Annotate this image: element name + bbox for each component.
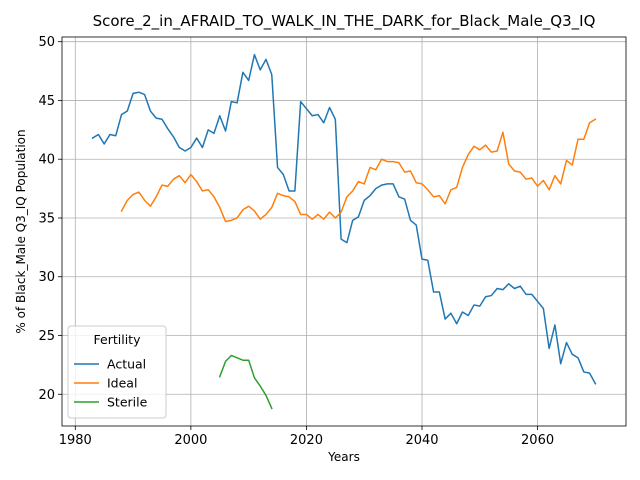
y-tick-label: 25 bbox=[38, 329, 55, 344]
plot-frame bbox=[61, 36, 627, 427]
y-axis-ticks: 20 25 30 35 40 45 50 bbox=[38, 35, 62, 403]
y-tick-label: 35 bbox=[38, 211, 55, 226]
series-lines bbox=[91, 53, 597, 410]
series-line-actual bbox=[91, 53, 597, 385]
series-line-sterile bbox=[218, 354, 273, 410]
legend-title: Fertility bbox=[94, 332, 142, 347]
y-axis-label: % of Black_Male Q3_IQ Population bbox=[14, 129, 28, 333]
x-tick-label: 1980 bbox=[59, 433, 92, 448]
legend-label-sterile: Sterile bbox=[107, 395, 148, 410]
legend-label-ideal: Ideal bbox=[107, 376, 137, 391]
grid-lines bbox=[62, 37, 626, 426]
y-tick-label: 50 bbox=[38, 35, 55, 50]
x-axis-ticks: 1980 2000 2020 2040 2060 bbox=[59, 426, 554, 448]
series-line-ideal bbox=[120, 118, 597, 223]
y-tick-label: 45 bbox=[38, 94, 55, 109]
chart-title: Score_2_in_AFRAID_TO_WALK_IN_THE_DARK_fo… bbox=[93, 12, 596, 31]
legend: Fertility Actual Ideal Sterile bbox=[67, 325, 167, 419]
y-tick-label: 30 bbox=[38, 270, 55, 285]
x-tick-label: 2000 bbox=[174, 433, 207, 448]
legend-label-actual: Actual bbox=[107, 357, 146, 372]
x-axis-label: Years bbox=[327, 450, 360, 464]
x-tick-label: 2060 bbox=[521, 433, 554, 448]
y-tick-label: 40 bbox=[38, 153, 55, 168]
x-tick-label: 2040 bbox=[405, 433, 438, 448]
x-tick-label: 2020 bbox=[290, 433, 323, 448]
y-tick-label: 20 bbox=[38, 388, 55, 403]
legend-entries: Actual Ideal Sterile bbox=[74, 357, 148, 410]
legend-box bbox=[67, 325, 167, 419]
